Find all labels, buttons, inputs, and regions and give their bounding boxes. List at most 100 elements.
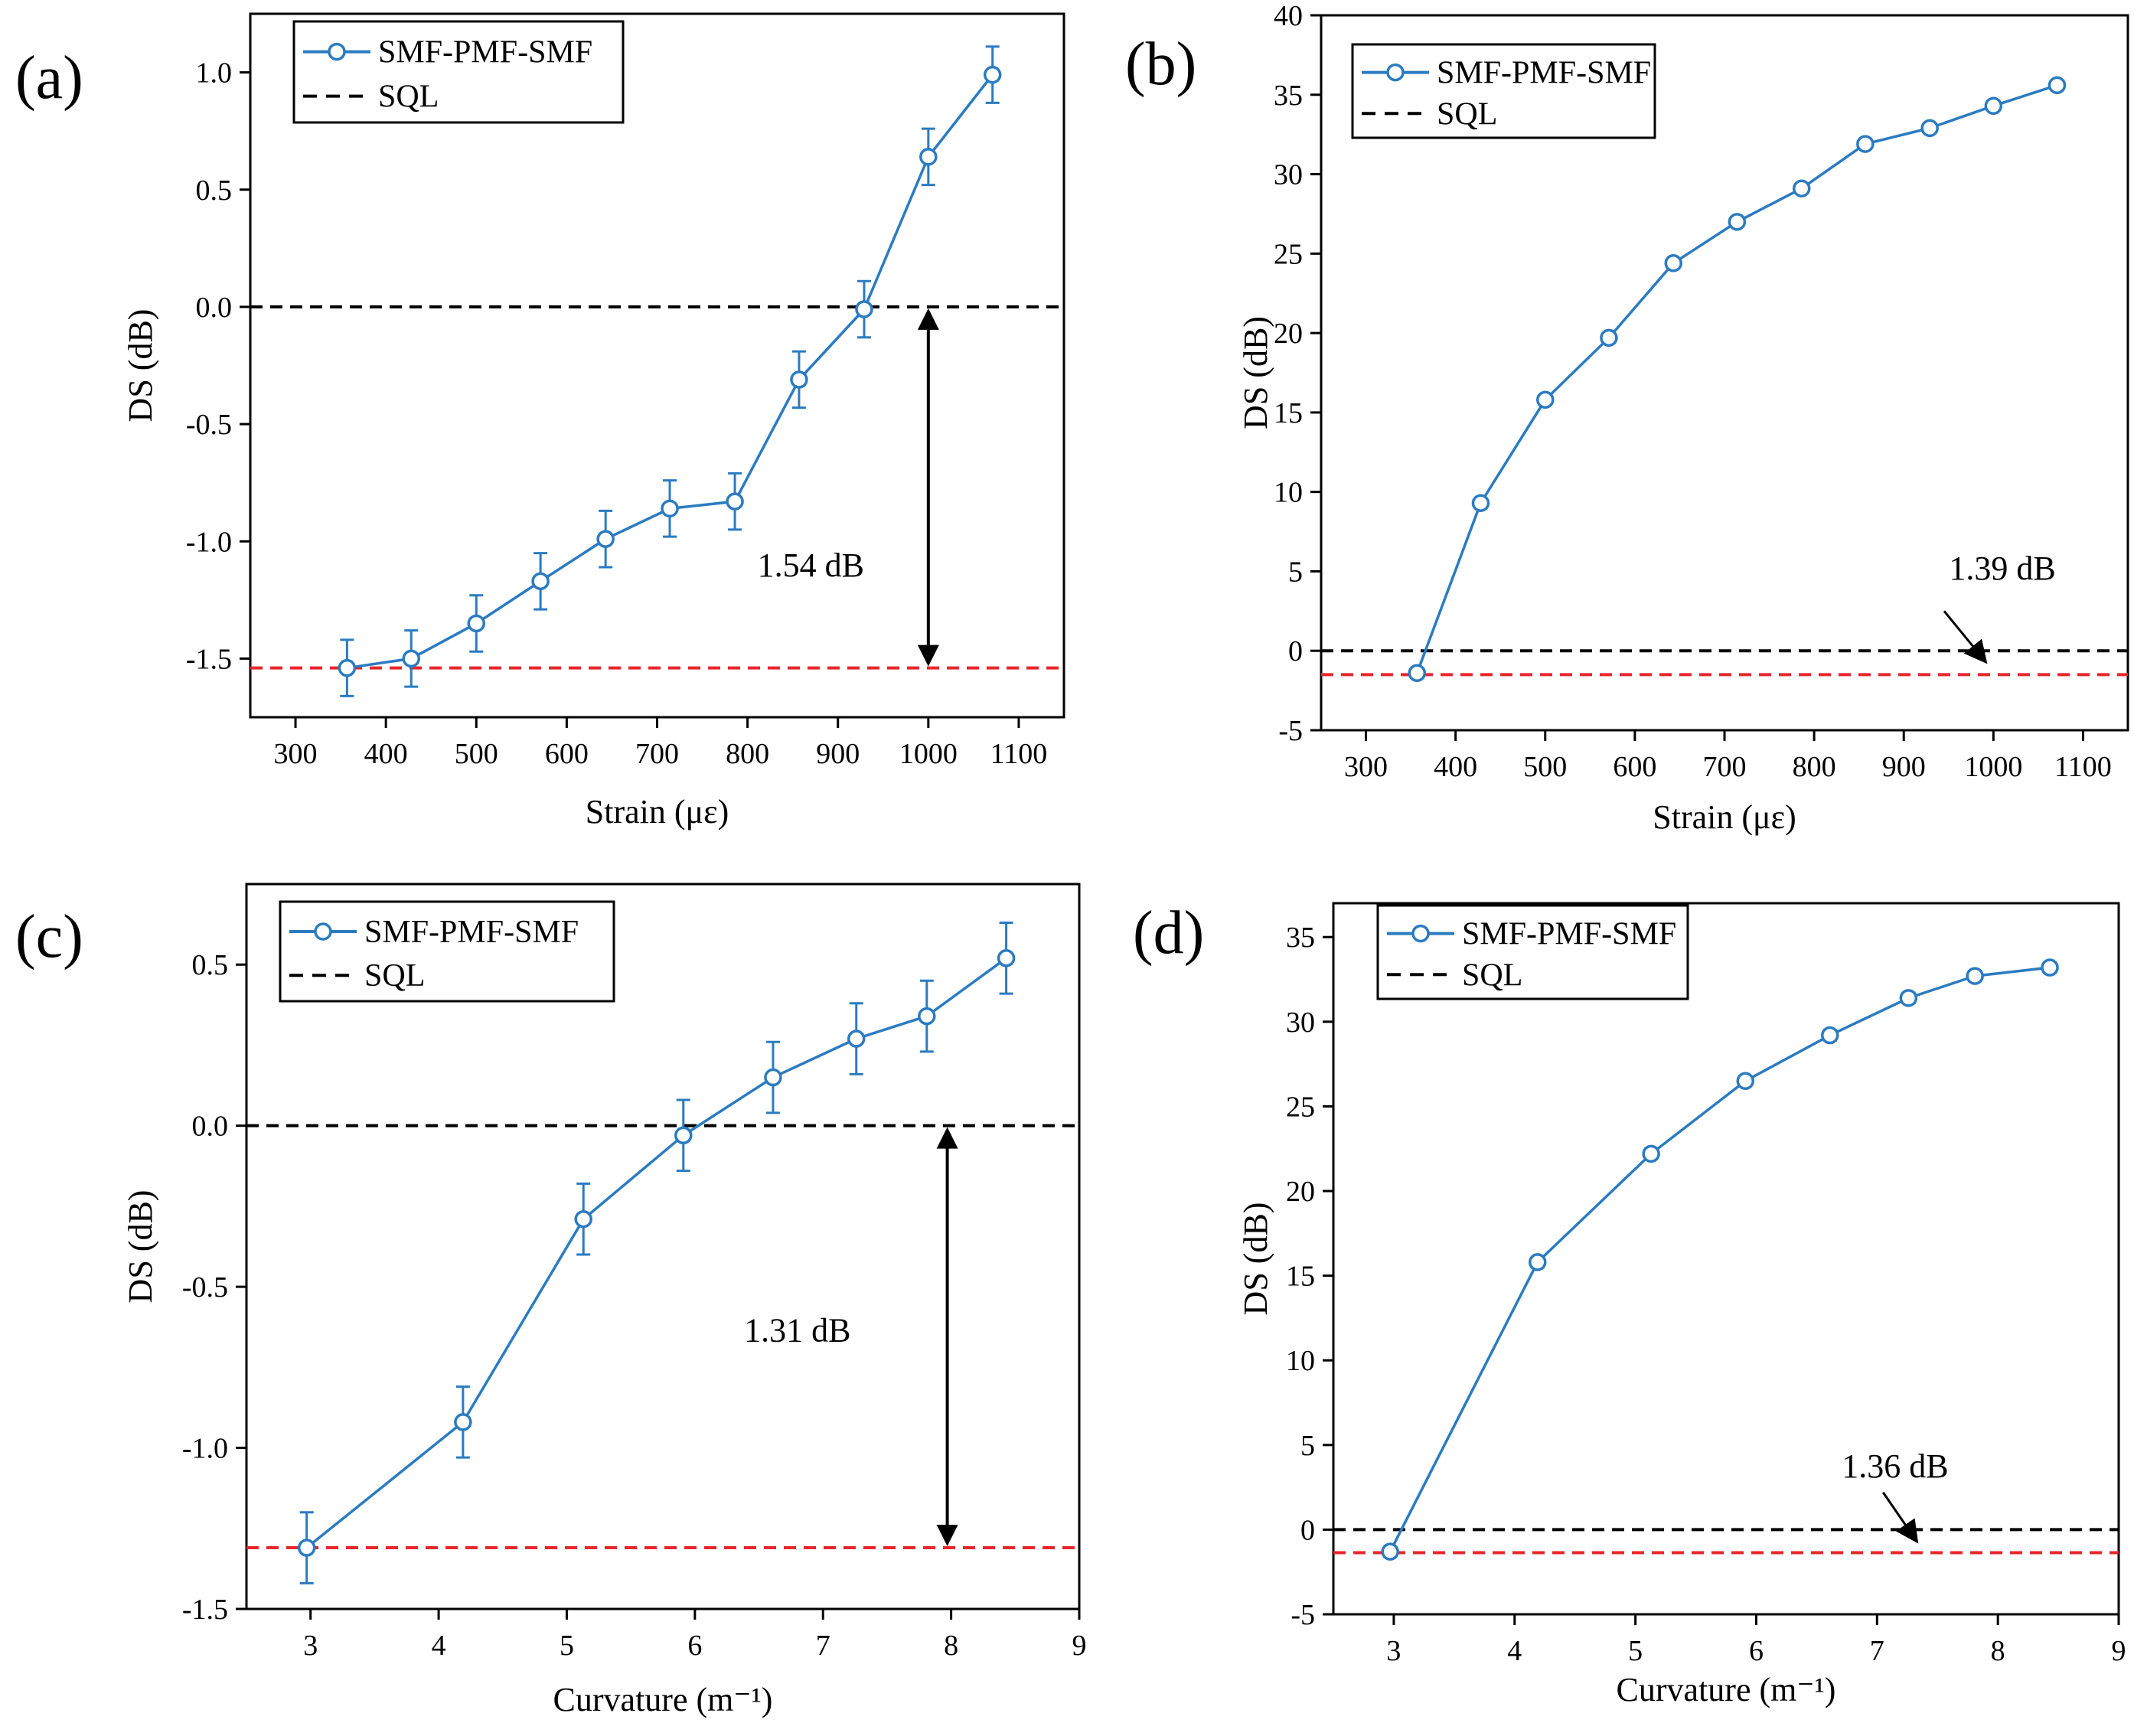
series-line bbox=[347, 73, 994, 670]
data-point bbox=[1920, 119, 1939, 138]
y-tick-label: 30 bbox=[1274, 159, 1303, 191]
data-point bbox=[919, 148, 938, 166]
legend-label: SMF-PMF-SMF bbox=[1462, 917, 1676, 952]
y-tick-label: -0.5 bbox=[186, 409, 232, 441]
panel-label: (c) bbox=[15, 903, 83, 971]
legend-label: SMF-PMF-SMF bbox=[364, 915, 579, 950]
x-axis-label: Strain (με) bbox=[1653, 798, 1796, 836]
y-tick-label: 35 bbox=[1274, 80, 1303, 112]
data-point bbox=[1536, 390, 1555, 410]
y-tick-label: 0 bbox=[1288, 635, 1303, 667]
data-point bbox=[661, 499, 679, 518]
data-point bbox=[1984, 96, 2003, 116]
y-tick-label: 15 bbox=[1286, 1261, 1315, 1293]
y-tick-label: 0.0 bbox=[196, 292, 233, 324]
data-point bbox=[1820, 1026, 1839, 1045]
y-tick-label: 10 bbox=[1274, 477, 1303, 509]
series-line bbox=[305, 957, 1007, 1549]
y-tick-label: -1.0 bbox=[186, 526, 232, 558]
chart-panel-2: (b) 300 400 500 600 700 800 900 1000 1100 -5 0 5 10 15… bbox=[1125, 0, 2129, 836]
x-tick-label: 1000 bbox=[899, 738, 958, 770]
y-tick-label: 35 bbox=[1286, 922, 1315, 954]
legend-series-marker bbox=[1411, 924, 1430, 943]
data-point bbox=[1899, 989, 1918, 1007]
series-line bbox=[1388, 966, 2051, 1552]
x-tick-label: 6 bbox=[1749, 1635, 1764, 1667]
y-axis-label: DS (dB) bbox=[1237, 316, 1274, 429]
data-point bbox=[1966, 967, 1984, 985]
y-axis-label: DS (dB) bbox=[122, 1190, 159, 1304]
data-point bbox=[726, 492, 744, 511]
x-axis-label: Strain (με) bbox=[586, 793, 729, 830]
x-tick-label: 900 bbox=[1882, 751, 1926, 783]
range-arrow-head bbox=[936, 1525, 958, 1547]
data-point bbox=[1792, 179, 1811, 197]
legend-label: SMF-PMF-SMF bbox=[378, 35, 592, 70]
data-point bbox=[1728, 213, 1747, 231]
x-tick-label: 700 bbox=[1703, 751, 1747, 783]
y-tick-label: -1.5 bbox=[182, 1594, 228, 1626]
data-point bbox=[1856, 135, 1875, 153]
x-tick-label: 1100 bbox=[990, 738, 1048, 770]
legend-series-marker bbox=[328, 42, 346, 61]
x-tick-label: 500 bbox=[1523, 751, 1567, 783]
y-tick-label: -0.5 bbox=[182, 1271, 228, 1304]
y-tick-label: 15 bbox=[1274, 397, 1303, 429]
x-tick-label: 300 bbox=[274, 738, 318, 770]
data-point bbox=[2041, 958, 2059, 977]
data-point bbox=[297, 1539, 316, 1557]
y-tick-label: 5 bbox=[1288, 556, 1303, 588]
y-tick-label: 30 bbox=[1286, 1007, 1315, 1039]
annotation-label: 1.36 dB bbox=[1842, 1447, 1948, 1485]
x-tick-label: 300 bbox=[1344, 751, 1388, 783]
annotation-label: 1.54 dB bbox=[758, 547, 864, 584]
data-point bbox=[454, 1413, 472, 1431]
legend-label: SQL bbox=[1462, 958, 1522, 993]
y-axis-label: DS (dB) bbox=[1237, 1202, 1274, 1316]
data-point bbox=[1642, 1144, 1660, 1163]
legend-label: SQL bbox=[364, 958, 425, 994]
x-tick-label: 600 bbox=[545, 738, 589, 770]
data-point bbox=[983, 65, 1002, 84]
x-axis-label: Curvature (m⁻¹) bbox=[1617, 1671, 1836, 1708]
y-tick-label: -5 bbox=[1291, 1599, 1315, 1631]
legend-box bbox=[1351, 43, 1656, 139]
x-tick-label: 7 bbox=[1870, 1635, 1884, 1667]
x-tick-label: 600 bbox=[1613, 751, 1656, 783]
data-point bbox=[574, 1209, 592, 1229]
x-tick-label: 9 bbox=[2112, 1635, 2126, 1667]
y-tick-label: -1.0 bbox=[182, 1433, 228, 1465]
data-point bbox=[2048, 76, 2067, 95]
y-tick-label: -1.5 bbox=[186, 643, 232, 675]
data-point bbox=[338, 658, 357, 677]
x-tick-label: 400 bbox=[364, 738, 408, 770]
x-tick-label: 700 bbox=[635, 738, 679, 770]
x-tick-label: 3 bbox=[303, 1630, 318, 1662]
range-arrow-head bbox=[917, 308, 939, 330]
range-arrow-head bbox=[917, 644, 939, 667]
range-arrow-head bbox=[936, 1127, 958, 1149]
x-tick-label: 5 bbox=[1628, 1635, 1643, 1667]
y-tick-label: 0.5 bbox=[196, 175, 233, 207]
x-tick-label: 7 bbox=[816, 1630, 830, 1662]
x-tick-label: 5 bbox=[560, 1630, 574, 1662]
y-axis-label: DS (dB) bbox=[122, 309, 159, 423]
data-point bbox=[1529, 1253, 1547, 1271]
x-axis-label: Curvature (m⁻¹) bbox=[553, 1681, 773, 1718]
plot-frame bbox=[1332, 902, 2120, 1616]
y-tick-label: -5 bbox=[1278, 715, 1303, 747]
x-tick-label: 400 bbox=[1434, 751, 1477, 783]
x-tick-label: 1000 bbox=[1964, 751, 2022, 783]
annotation-arrow bbox=[1943, 610, 1988, 664]
legend-series-marker bbox=[1386, 63, 1405, 82]
data-point bbox=[764, 1068, 782, 1087]
x-tick-label: 500 bbox=[455, 738, 498, 770]
data-point bbox=[1471, 494, 1490, 512]
annotation-label: 1.39 dB bbox=[1949, 550, 2055, 587]
data-point bbox=[790, 370, 808, 389]
y-tick-label: 20 bbox=[1274, 318, 1303, 350]
data-point bbox=[596, 530, 615, 548]
plot-frame bbox=[245, 883, 1081, 1610]
